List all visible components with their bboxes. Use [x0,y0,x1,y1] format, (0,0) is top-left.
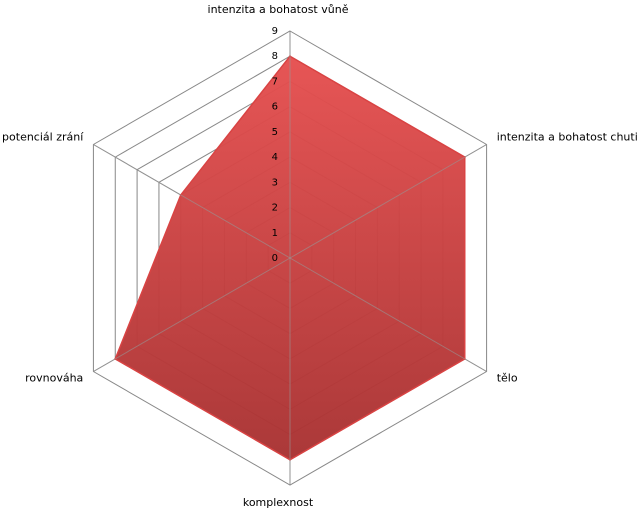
axis-spoke-over [289,257,487,372]
axis-spoke-over [93,144,291,259]
tick-label: 1 [272,228,278,239]
tick-label: 7 [272,76,278,87]
tick-label: 4 [272,152,278,163]
tick-label: 3 [272,177,278,188]
tick-label: 9 [272,26,278,37]
tick-label: 8 [272,51,278,62]
tick-label: 5 [272,127,278,138]
category-label: intenzita a bohatost chuti [497,131,638,144]
category-label: tělo [497,372,518,385]
category-label: komplexnost [243,496,314,509]
tick-label: 6 [272,102,278,113]
category-label: rovnováha [25,372,83,385]
category-label: potenciál zrání [2,131,84,144]
category-label: intenzita a bohatost vůně [208,3,349,16]
axis-spoke-over [289,144,487,259]
tick-label: 0 [272,253,278,264]
axis-spoke-over [93,257,291,372]
tick-label: 2 [272,203,278,214]
